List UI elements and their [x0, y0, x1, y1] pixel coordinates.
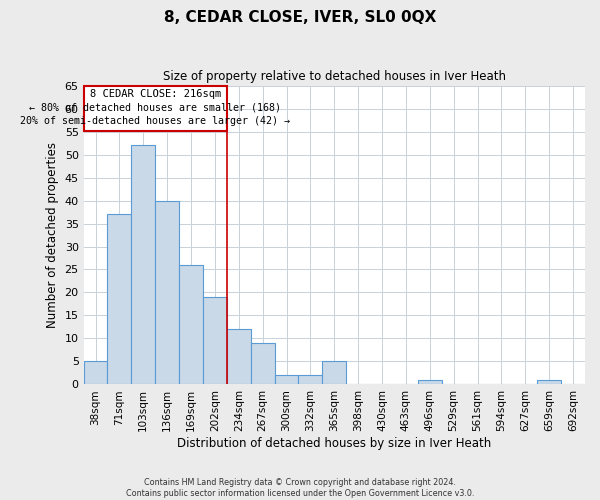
Bar: [322, 362, 346, 384]
Text: 20% of semi-detached houses are larger (42) →: 20% of semi-detached houses are larger (…: [20, 116, 290, 126]
Bar: [298, 376, 322, 384]
Bar: [83, 362, 107, 384]
Bar: [203, 297, 227, 384]
Bar: [537, 380, 561, 384]
FancyBboxPatch shape: [83, 86, 227, 130]
Bar: [179, 265, 203, 384]
Text: 8, CEDAR CLOSE, IVER, SL0 0QX: 8, CEDAR CLOSE, IVER, SL0 0QX: [164, 10, 436, 25]
Bar: [131, 146, 155, 384]
Text: 8 CEDAR CLOSE: 216sqm: 8 CEDAR CLOSE: 216sqm: [89, 89, 221, 99]
Text: Contains HM Land Registry data © Crown copyright and database right 2024.
Contai: Contains HM Land Registry data © Crown c…: [126, 478, 474, 498]
Bar: [418, 380, 442, 384]
Bar: [107, 214, 131, 384]
Bar: [227, 330, 251, 384]
Bar: [251, 343, 275, 384]
Bar: [155, 200, 179, 384]
Text: ← 80% of detached houses are smaller (168): ← 80% of detached houses are smaller (16…: [29, 102, 281, 113]
Bar: [275, 376, 298, 384]
X-axis label: Distribution of detached houses by size in Iver Heath: Distribution of detached houses by size …: [177, 437, 491, 450]
Title: Size of property relative to detached houses in Iver Heath: Size of property relative to detached ho…: [163, 70, 506, 83]
Y-axis label: Number of detached properties: Number of detached properties: [46, 142, 59, 328]
